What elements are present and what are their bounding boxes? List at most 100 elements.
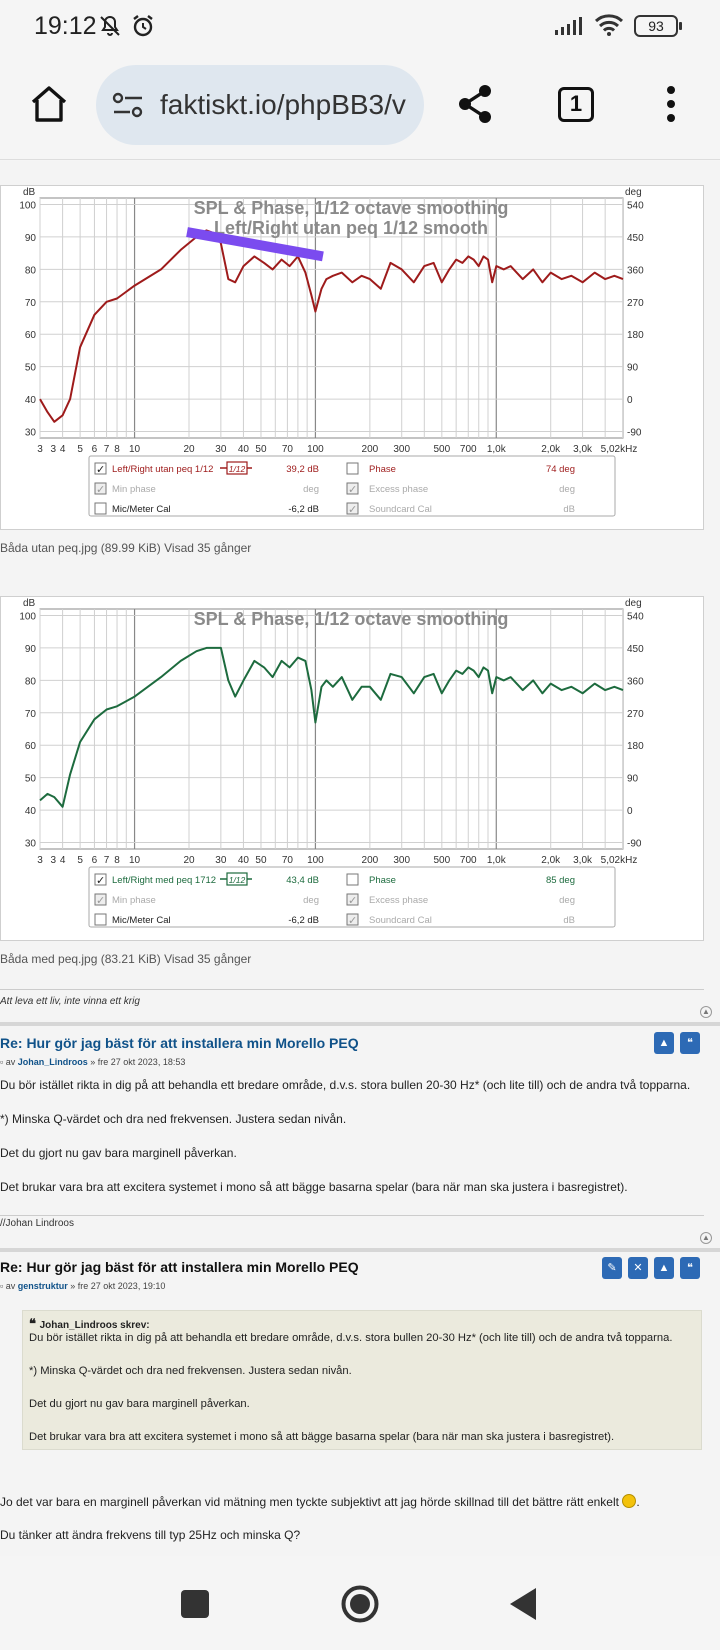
tab-switcher-button[interactable]: 1 <box>558 87 594 122</box>
legend-checkbox <box>94 502 107 515</box>
legend-label: Left/Right med peq 1712 <box>112 875 216 886</box>
x-tick-label: 20 <box>183 855 195 866</box>
quote-author: ❝ Johan_Lindroos skrev: <box>29 1316 150 1331</box>
legend-label: Mic/Meter Cal <box>112 915 171 926</box>
status-time: 19:12 <box>34 12 97 40</box>
x-tick-label: 8 <box>114 444 120 455</box>
legend-checkmark: ✓ <box>348 915 357 927</box>
chart-image-1[interactable]: 100 540 90 450 80 360 70 270 60 180 50 90 40 0 30 -90 dB… <box>0 185 704 530</box>
post-author[interactable]: genstruktur <box>17 1281 68 1291</box>
legend-checkmark: ✓ <box>96 895 105 907</box>
y2-tick-label: 450 <box>627 644 644 655</box>
y-tick-label: 40 <box>25 395 37 406</box>
signature-2: //Johan Lindroos <box>0 1218 74 1229</box>
x-tick-label: 5 <box>77 855 83 866</box>
post-text-line: Det brukar vara bra att excitera systeme… <box>0 1180 628 1194</box>
browser-toolbar: faktiskt.io/phpBB3/v 1 <box>0 52 720 160</box>
legend-label: Excess phase <box>369 484 428 495</box>
status-bar: 19:12 93 <box>0 0 720 52</box>
x-tick-label: 700 <box>460 855 477 866</box>
plot-area <box>39 197 624 439</box>
y-tick-label: 100 <box>19 611 36 622</box>
y2-tick-label: 270 <box>627 298 644 309</box>
battery-icon: 93 <box>634 15 682 37</box>
back-to-top-icon[interactable]: ▲ <box>700 1232 712 1244</box>
site-settings-icon[interactable] <box>112 91 144 119</box>
quote-block: ❝ Johan_Lindroos skrev: Du bör istället … <box>22 1310 702 1450</box>
quote-text-line: Det du gjort nu gav bara marginell påver… <box>29 1398 250 1410</box>
legend-label: Mic/Meter Cal <box>112 504 171 515</box>
alarm-icon <box>133 15 153 37</box>
home-icon[interactable] <box>27 82 71 126</box>
y2-tick-label: 0 <box>627 395 633 406</box>
legend-badge-text: 1/12 <box>229 464 246 474</box>
x-tick-label: 4 <box>60 444 66 455</box>
x-tick-label: 4 <box>60 855 66 866</box>
edit-button[interactable]: ✎ <box>602 1257 622 1279</box>
chart-image-2[interactable]: 100 540 90 450 80 360 70 270 60 180 50 90 40 0 30 -90 dB… <box>0 596 704 941</box>
legend-checkmark: ✓ <box>96 464 105 476</box>
forum-page: 100 540 90 450 80 360 70 270 60 180 50 90 40 0 30 -90 dB… <box>0 161 720 1556</box>
post-title[interactable]: Re: Hur gör jag bäst för att installera … <box>0 1035 359 1051</box>
x-tick-label: 70 <box>282 855 294 866</box>
legend-badge <box>226 872 248 886</box>
y-tick-label: 40 <box>25 806 37 817</box>
x-tick-label: 3 <box>37 855 43 866</box>
legend-label: Min phase <box>112 895 156 906</box>
quote-text-line: Du bör istället rikta in dig på att beha… <box>29 1332 673 1344</box>
post-title[interactable]: Re: Hur gör jag bäst för att installera … <box>0 1259 359 1275</box>
legend-label: Soundcard Cal <box>369 504 432 515</box>
post-text-line: Du tänker att ändra frekvens till typ 25… <box>0 1528 301 1542</box>
post-text-line: Det du gjort nu gav bara marginell påver… <box>0 1146 237 1160</box>
report-button[interactable]: ▲ <box>654 1257 674 1279</box>
y-axis-unit: dB <box>23 187 36 198</box>
legend-value: deg <box>303 484 319 495</box>
x-tick-label: 10 <box>129 855 141 866</box>
y2-tick-label: -90 <box>627 839 642 850</box>
x-tick-label: 1,0k <box>487 855 507 866</box>
y-tick-label: 50 <box>25 774 37 785</box>
y-tick-label: 90 <box>25 233 37 244</box>
home-nav-icon[interactable] <box>340 1584 380 1624</box>
legend-value: 74 deg <box>546 464 575 475</box>
report-button[interactable]: ▲ <box>654 1032 674 1054</box>
share-icon[interactable] <box>454 82 498 126</box>
x-tick-label: 100 <box>307 444 324 455</box>
y-tick-label: 80 <box>25 265 37 276</box>
recents-icon[interactable] <box>181 1590 209 1618</box>
legend-value: 85 deg <box>546 875 575 886</box>
address-bar[interactable]: faktiskt.io/phpBB3/v <box>96 65 424 145</box>
y2-axis-unit: deg <box>625 187 642 198</box>
y-tick-label: 60 <box>25 330 37 341</box>
x-tick-label: 3 <box>50 444 56 455</box>
x-tick-label: 30 <box>215 444 227 455</box>
x-tick-label: 200 <box>362 444 379 455</box>
legend-value: deg <box>559 895 575 906</box>
y-tick-label: 50 <box>25 363 37 374</box>
legend-checkbox <box>94 462 107 475</box>
legend-badge-text: 1/12 <box>229 875 246 885</box>
back-icon[interactable] <box>508 1586 538 1622</box>
legend-checkbox <box>346 482 359 495</box>
back-to-top-icon[interactable]: ▲ <box>700 1006 712 1018</box>
y-tick-label: 80 <box>25 676 37 687</box>
legend-checkbox <box>346 893 359 906</box>
post-text-line: Jo det var bara en marginell påverkan vi… <box>0 1494 640 1509</box>
x-tick-label: 300 <box>393 444 410 455</box>
quote-icon: ❝ <box>29 1316 40 1331</box>
y2-tick-label: 540 <box>627 611 644 622</box>
attachment-caption-1: Båda utan peq.jpg (89.99 KiB) Visad 35 g… <box>0 541 252 555</box>
quote-button[interactable]: ❝ <box>680 1257 700 1279</box>
y-tick-label: 60 <box>25 741 37 752</box>
legend-label: Min phase <box>112 484 156 495</box>
y2-tick-label: 0 <box>627 806 633 817</box>
quote-button[interactable]: ❝ <box>680 1032 700 1054</box>
x-tick-label: 5,02kHz <box>601 855 638 866</box>
chart-title: SPL & Phase, 1/12 octave smoothing <box>194 609 509 629</box>
x-tick-label: 2,0k <box>541 855 561 866</box>
post-author[interactable]: Johan_Lindroos <box>17 1057 88 1067</box>
legend-checkbox <box>346 502 359 515</box>
delete-button[interactable]: ✕ <box>628 1257 648 1279</box>
more-options-icon[interactable] <box>658 82 684 126</box>
legend-label: Phase <box>369 464 396 475</box>
